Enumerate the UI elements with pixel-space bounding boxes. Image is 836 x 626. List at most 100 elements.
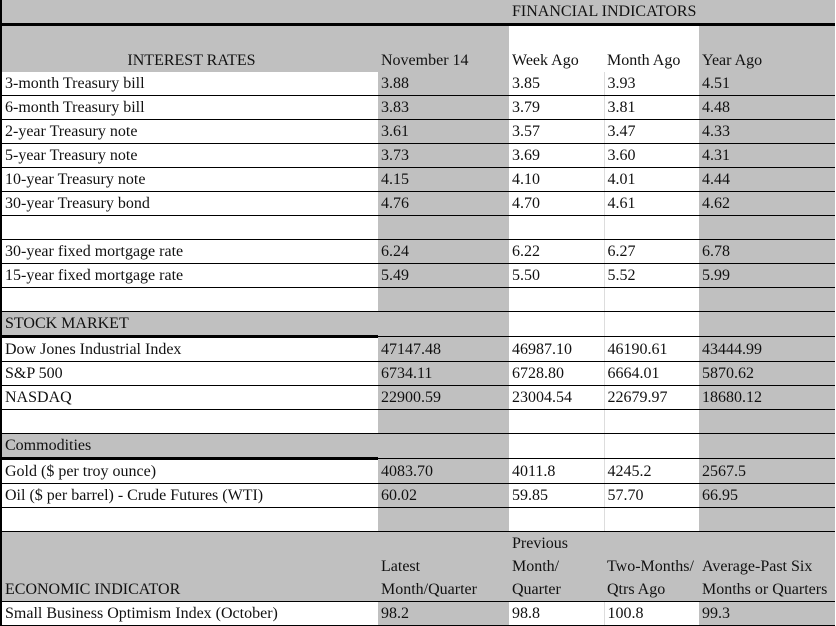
row-label: 3-month Treasury bill <box>1 72 378 96</box>
cell <box>509 409 604 434</box>
value-cell: 4.31 <box>699 143 835 168</box>
section-header: STOCK MARKET <box>1 311 378 338</box>
cell <box>509 215 604 240</box>
value-cell: 46190.61 <box>603 336 699 362</box>
row-label: 2-year Treasury note <box>1 119 378 144</box>
table-row: NASDAQ 22900.59 23004.54 22679.97 18680.12 <box>1 385 835 410</box>
value-cell: 6664.01 <box>603 361 699 386</box>
value-cell: 4.76 <box>378 191 509 216</box>
row-label: Dow Jones Industrial Index <box>1 336 378 362</box>
value-cell: 3.83 <box>378 95 509 120</box>
blank-row <box>1 409 835 434</box>
column-header: ECONOMIC INDICATOR <box>1 531 378 602</box>
value-cell: 22679.97 <box>603 385 699 410</box>
column-header: Latest Month/Quarter <box>378 531 509 602</box>
table-row: 10-year Treasury note 4.15 4.10 4.01 4.44 <box>1 167 835 192</box>
table-row: Gold ($ per troy ounce) 4083.70 4011.8 4245… <box>1 458 835 484</box>
cell <box>1 215 378 240</box>
value-cell: 66.95 <box>699 483 835 508</box>
table-row: 2-year Treasury note 3.61 3.57 3.47 4.33 <box>1 119 835 144</box>
table-row: S&P 500 6734.11 6728.80 6664.01 5870.62 <box>1 361 835 386</box>
table-row: Oil ($ per barrel) - Crude Futures (WTI)… <box>1 483 835 508</box>
column-header: Two-Months/ Qtrs Ago <box>604 531 699 602</box>
value-cell: 100.8 <box>603 601 699 626</box>
row-label: S&P 500 <box>1 361 378 386</box>
value-cell: 5.50 <box>509 263 604 288</box>
cell <box>603 433 699 459</box>
table-row: Dow Jones Industrial Index 47147.48 46987.… <box>1 336 835 362</box>
cell <box>603 311 699 337</box>
cell <box>603 215 699 240</box>
value-cell: 3.47 <box>603 119 699 144</box>
cell <box>1 507 378 532</box>
value-cell: 4.51 <box>699 72 835 96</box>
table-row: 3-month Treasury bill 3.88 3.85 3.93 4.51 <box>1 72 835 96</box>
cell <box>509 287 604 312</box>
cell <box>378 287 509 312</box>
value-cell: 3.81 <box>603 95 699 120</box>
blank-row <box>1 287 835 312</box>
value-cell: 3.61 <box>378 119 509 144</box>
value-cell: 3.69 <box>509 143 604 168</box>
value-cell: 4.70 <box>509 191 604 216</box>
cell <box>603 507 699 532</box>
blank-row <box>1 215 835 240</box>
cell <box>378 507 509 532</box>
table-row: 6-month Treasury bill 3.83 3.79 3.81 4.48 <box>1 95 835 120</box>
cell <box>378 311 509 337</box>
row-label: 30-year fixed mortgage rate <box>1 239 378 264</box>
value-cell: 4.48 <box>699 95 835 120</box>
value-cell: 6.22 <box>509 239 604 264</box>
cell <box>378 409 509 434</box>
value-cell: 4.33 <box>699 119 835 144</box>
stock-market-header: STOCK MARKET <box>1 311 835 338</box>
value-cell: 18680.12 <box>699 385 835 410</box>
cell <box>603 287 699 312</box>
value-cell: 6.27 <box>603 239 699 264</box>
value-cell: 23004.54 <box>509 385 604 410</box>
value-cell: 99.3 <box>699 601 835 626</box>
table-row: 30-year fixed mortgage rate 6.24 6.22 6.27 6… <box>1 239 835 264</box>
cell <box>378 433 509 459</box>
value-cell: 22900.59 <box>378 385 509 410</box>
value-cell: 6.78 <box>699 239 835 264</box>
value-cell: 57.70 <box>603 483 699 508</box>
row-label: Oil ($ per barrel) - Crude Futures (WTI) <box>1 483 378 508</box>
title-row: FINANCIAL INDICATORS <box>1 0 835 26</box>
value-cell: 4.10 <box>509 167 604 192</box>
cell <box>699 215 835 240</box>
column-header: Month Ago <box>607 52 681 69</box>
column-header: Average-Past Six Months or Quarters <box>699 531 835 602</box>
value-cell: 98.2 <box>378 601 509 626</box>
value-cell: 47147.48 <box>378 336 509 362</box>
blank-row <box>1 507 835 532</box>
cell <box>378 215 509 240</box>
table-row: 30-year Treasury bond 4.76 4.70 4.61 4.62 <box>1 191 835 216</box>
value-cell: 60.02 <box>378 483 509 508</box>
section-header: Commodities <box>1 433 378 460</box>
value-cell: 43444.99 <box>699 336 835 362</box>
cell <box>378 0 509 26</box>
table-row: 5-year Treasury note 3.73 3.69 3.60 4.31 <box>1 143 835 168</box>
cell <box>509 507 604 532</box>
column-header: Year Ago <box>699 24 835 72</box>
cell <box>699 507 835 532</box>
value-cell: 3.85 <box>509 72 604 96</box>
row-label: Gold ($ per troy ounce) <box>1 458 378 484</box>
interest-header-row: INTEREST RATES November 14 Week Ago Month A… <box>1 24 835 72</box>
value-cell: 3.79 <box>509 95 604 120</box>
cell <box>1 0 378 26</box>
cell <box>1 409 378 434</box>
cell <box>1 287 378 312</box>
value-cell: 98.8 <box>509 601 604 626</box>
value-cell: 6734.11 <box>378 361 509 386</box>
column-header: INTEREST RATES <box>1 24 378 72</box>
row-label: 5-year Treasury note <box>1 143 378 168</box>
row-label: 15-year fixed mortgage rate <box>1 263 378 288</box>
value-cell: 4011.8 <box>509 458 604 484</box>
row-label: Small Business Optimism Index (October) <box>1 601 378 626</box>
value-cell: 6728.80 <box>509 361 604 386</box>
value-cell: 4245.2 <box>603 458 699 484</box>
table-row: 15-year fixed mortgage rate 5.49 5.50 5.52 5… <box>1 263 835 288</box>
